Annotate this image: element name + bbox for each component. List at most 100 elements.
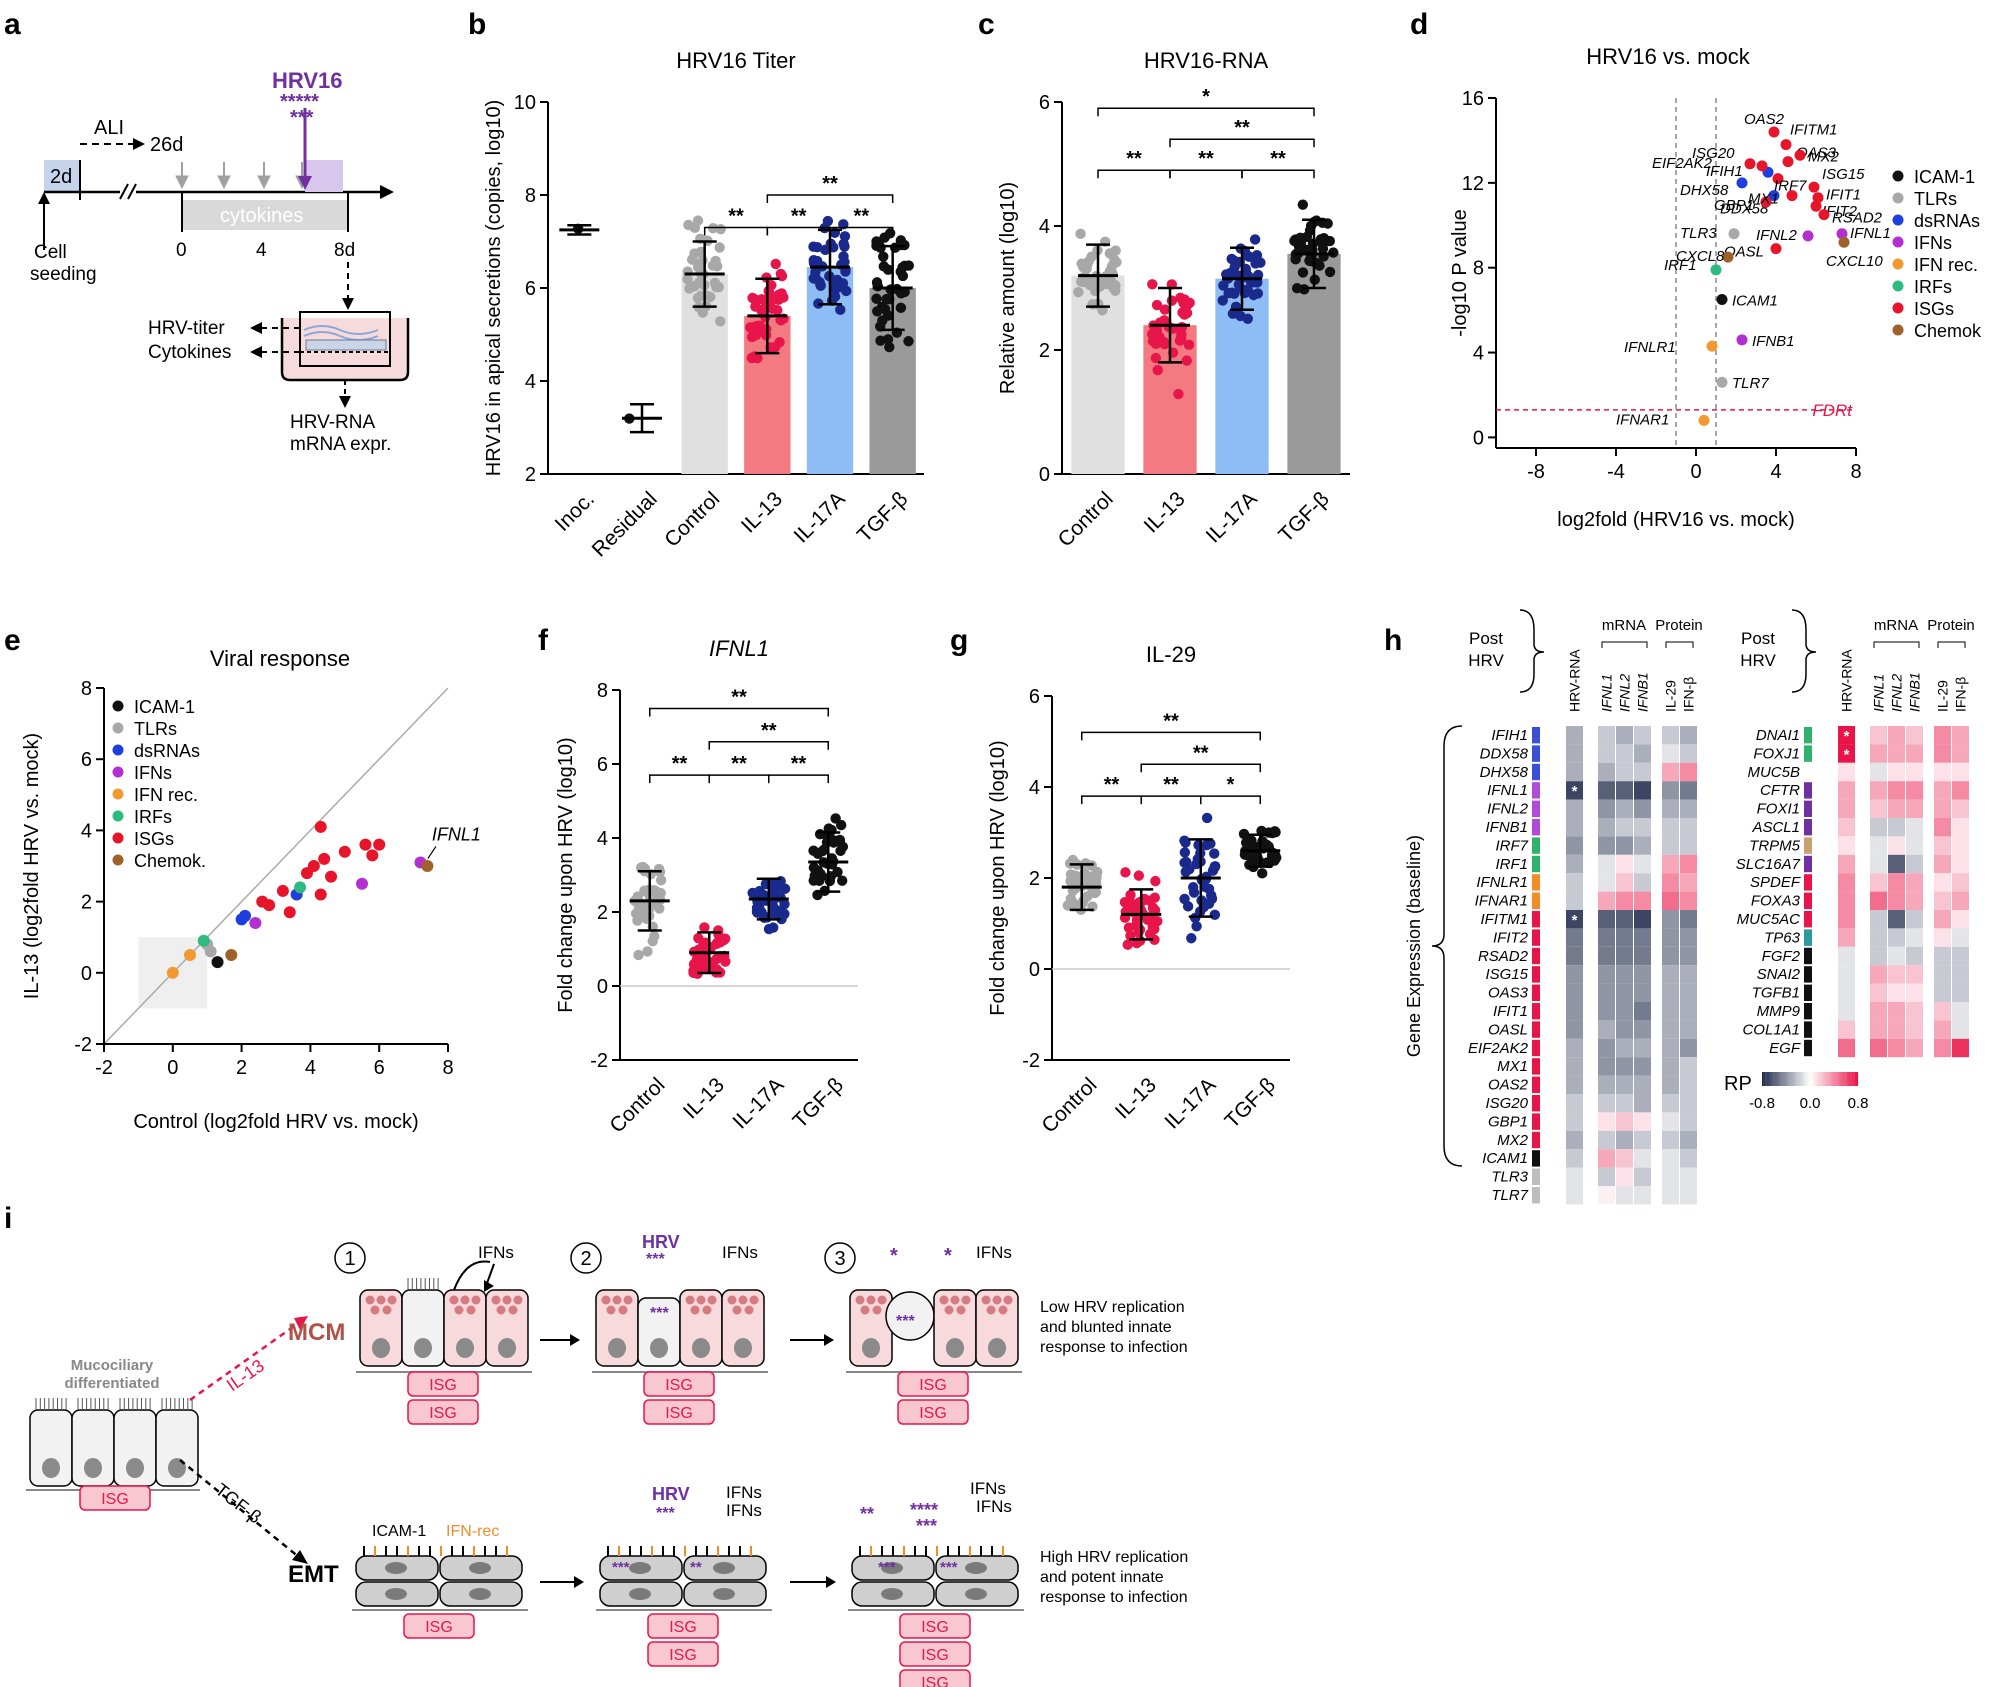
- heatmap-cell: [1616, 1038, 1633, 1058]
- heatmap-cell: [1616, 1020, 1633, 1039]
- mucin-granule: [866, 1295, 876, 1305]
- panel-letter-e: e: [4, 624, 21, 657]
- data-point-b: [835, 304, 846, 316]
- sig-bracket-g: [1140, 763, 1261, 773]
- heatmap-cell: [1598, 928, 1615, 947]
- heatmap-cell: [1952, 781, 1969, 800]
- heatmap-cell: [1888, 818, 1905, 837]
- scatter-point-e: [373, 838, 386, 851]
- heatmap-cell: [1952, 799, 1969, 818]
- heatmap-cell: [1616, 726, 1633, 745]
- hrv-stars-emt3b: ****: [910, 1500, 938, 1520]
- transwell-icon: [280, 311, 410, 382]
- heatmap-row-label: ISG20: [1485, 1095, 1528, 1112]
- colorbar-tick: 0.8: [1848, 1095, 1869, 1112]
- y-tick-label-c: 6: [1039, 92, 1050, 114]
- heatmap-cell: [1662, 1002, 1679, 1021]
- data-point-b: [692, 259, 704, 270]
- data-point-b: [896, 287, 907, 299]
- heatmap-cell: [1566, 1149, 1583, 1168]
- heatmap-group-label: mRNA: [1602, 617, 1646, 634]
- heatmap-cell: [1598, 726, 1615, 745]
- heatmap-cell: [1598, 762, 1615, 782]
- isg-label: ISG: [101, 1491, 129, 1508]
- heatmap-cell: [1870, 854, 1887, 874]
- volcano-point: [1802, 230, 1814, 242]
- panel-letter-c: c: [978, 8, 995, 41]
- heatmap-cell: [1838, 910, 1855, 929]
- y-tick-label-f: 0: [597, 976, 608, 998]
- heatmap-cell: [1838, 946, 1855, 966]
- data-point-b: [831, 274, 843, 286]
- flow-arrow-head: [824, 1334, 834, 1346]
- label-hrv16-stars-2: ***: [290, 107, 314, 129]
- heatmap-cell: [1870, 762, 1887, 782]
- heatmap-cell: [1680, 1094, 1697, 1113]
- heatmap-cell: [1598, 891, 1615, 910]
- heatmap-cell: [1680, 818, 1697, 837]
- legend-marker: [112, 854, 124, 866]
- heatmap-row-color: [1532, 1039, 1540, 1057]
- y-tick-label-c: 2: [1039, 340, 1050, 362]
- sig-bracket-f: [649, 707, 829, 717]
- data-point-g: [1090, 877, 1102, 889]
- heatmap-cell: [1888, 744, 1905, 763]
- colorbar-segment: [1763, 1072, 1766, 1086]
- heatmap-cell: [1934, 799, 1951, 818]
- x-tick-label-b: IL-17A: [790, 487, 850, 547]
- data-point-b: [903, 260, 915, 271]
- sig-bracket-f: [708, 741, 829, 750]
- colorbar-segment: [1771, 1072, 1774, 1086]
- data-point-g: [1122, 939, 1133, 950]
- panel-letter-f: f: [538, 624, 549, 657]
- heatmap-cell: [1906, 762, 1923, 782]
- volcano-point-label: IFNL2: [1756, 227, 1798, 244]
- heatmap-cell: [1870, 1020, 1887, 1039]
- data-point-g: [1209, 848, 1220, 859]
- x-tick-label-b: Control: [660, 487, 724, 551]
- heatmap-group-label: mRNA: [1874, 617, 1918, 634]
- heatmap-post-label: Post: [1741, 629, 1775, 648]
- heatmap-cell: [1680, 891, 1697, 910]
- heatmap-cell: [1906, 928, 1923, 947]
- data-point-f: [818, 844, 830, 855]
- colorbar-segment: [1774, 1072, 1777, 1086]
- heatmap-row-color: [1532, 1003, 1540, 1020]
- data-point-c: [1086, 251, 1097, 262]
- data-point-g: [1199, 881, 1210, 892]
- data-point-c: [1111, 257, 1122, 268]
- data-point-g: [1186, 933, 1197, 944]
- sig-bracket-g: [1140, 795, 1202, 805]
- volcano-point: [1836, 228, 1848, 240]
- heatmap-cell: [1952, 965, 1969, 984]
- cell-nucleus: [84, 1458, 102, 1478]
- heatmap-row-color: [1532, 800, 1540, 817]
- heatmap-row-color: [1804, 929, 1812, 946]
- data-point-f: [835, 819, 847, 831]
- ifns-label: IFNs: [478, 1243, 514, 1262]
- heatmap-cell: [1598, 983, 1615, 1002]
- volcano-point-label: CXCL10: [1826, 253, 1883, 270]
- data-point-g: [1150, 875, 1161, 887]
- legend-label: IFNs: [134, 763, 172, 783]
- heatmap-row-label: ISG15: [1485, 966, 1528, 983]
- break-mark-2: [127, 183, 137, 200]
- heatmap-cell: [1598, 1038, 1615, 1058]
- sig-label-f: **: [731, 753, 747, 775]
- fdr-label: FDRt: [1812, 401, 1853, 420]
- chart-c: HRV16-RNA 0 2 4 6 Relative amount (log10) Cont…: [997, 48, 1350, 552]
- x-tick-label-g: IL-17A: [1160, 1073, 1220, 1133]
- hrv-label: HRV: [642, 1232, 680, 1252]
- sig-label-c: **: [1126, 148, 1142, 170]
- legend-label: IRFs: [1914, 277, 1952, 297]
- colorbar-segment: [1810, 1072, 1812, 1086]
- scatter-point-e: [225, 949, 238, 961]
- colorbar-segment: [1851, 1072, 1854, 1086]
- isg-box: [647, 1641, 719, 1667]
- sig-bracket-c: [1169, 138, 1315, 148]
- legend-label: IFN rec.: [134, 785, 198, 805]
- mucin-granule: [690, 1305, 700, 1315]
- isg-box: [899, 1613, 971, 1639]
- heatmap-row-label: TGFB1: [1752, 985, 1800, 1002]
- volcano-point-label: IFNAR1: [1616, 411, 1669, 428]
